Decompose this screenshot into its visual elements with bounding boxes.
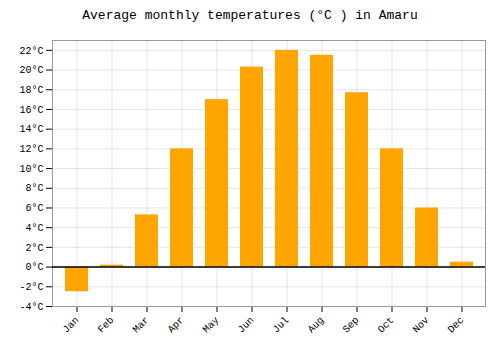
svg-text:Aug: Aug — [306, 315, 327, 336]
svg-text:22°C: 22°C — [19, 46, 43, 57]
svg-text:Jul: Jul — [271, 315, 292, 336]
svg-text:May: May — [201, 315, 222, 336]
svg-text:-4°C: -4°C — [19, 302, 43, 313]
svg-text:2°C: 2°C — [25, 243, 43, 254]
svg-text:20°C: 20°C — [19, 65, 43, 76]
svg-text:16°C: 16°C — [19, 105, 43, 116]
svg-text:Mar: Mar — [131, 315, 152, 336]
html-text:Average monthly temperatures (: Average monthly temperatures (°C ) in Am… — [82, 8, 418, 23]
svg-text:6°C: 6°C — [25, 203, 43, 214]
svg-text:8°C: 8°C — [25, 183, 43, 194]
svg-text:4°C: 4°C — [25, 223, 43, 234]
svg-text:-2°C: -2°C — [19, 282, 43, 293]
svg-text:12°C: 12°C — [19, 144, 43, 155]
svg-text:Oct: Oct — [376, 315, 397, 336]
svg-text:Jun: Jun — [236, 315, 257, 336]
svg-text:Dec: Dec — [446, 315, 467, 336]
svg-text:10°C: 10°C — [19, 164, 43, 175]
svg-text:Feb: Feb — [96, 315, 117, 336]
svg-text:Apr: Apr — [166, 315, 187, 336]
svg-text:Sep: Sep — [341, 315, 362, 336]
svg-text:0°C: 0°C — [25, 262, 43, 273]
svg-text:Nov: Nov — [411, 315, 432, 336]
svg-text:14°C: 14°C — [19, 124, 43, 135]
svg-text:Jan: Jan — [61, 315, 82, 336]
svg-text:18°C: 18°C — [19, 85, 43, 96]
